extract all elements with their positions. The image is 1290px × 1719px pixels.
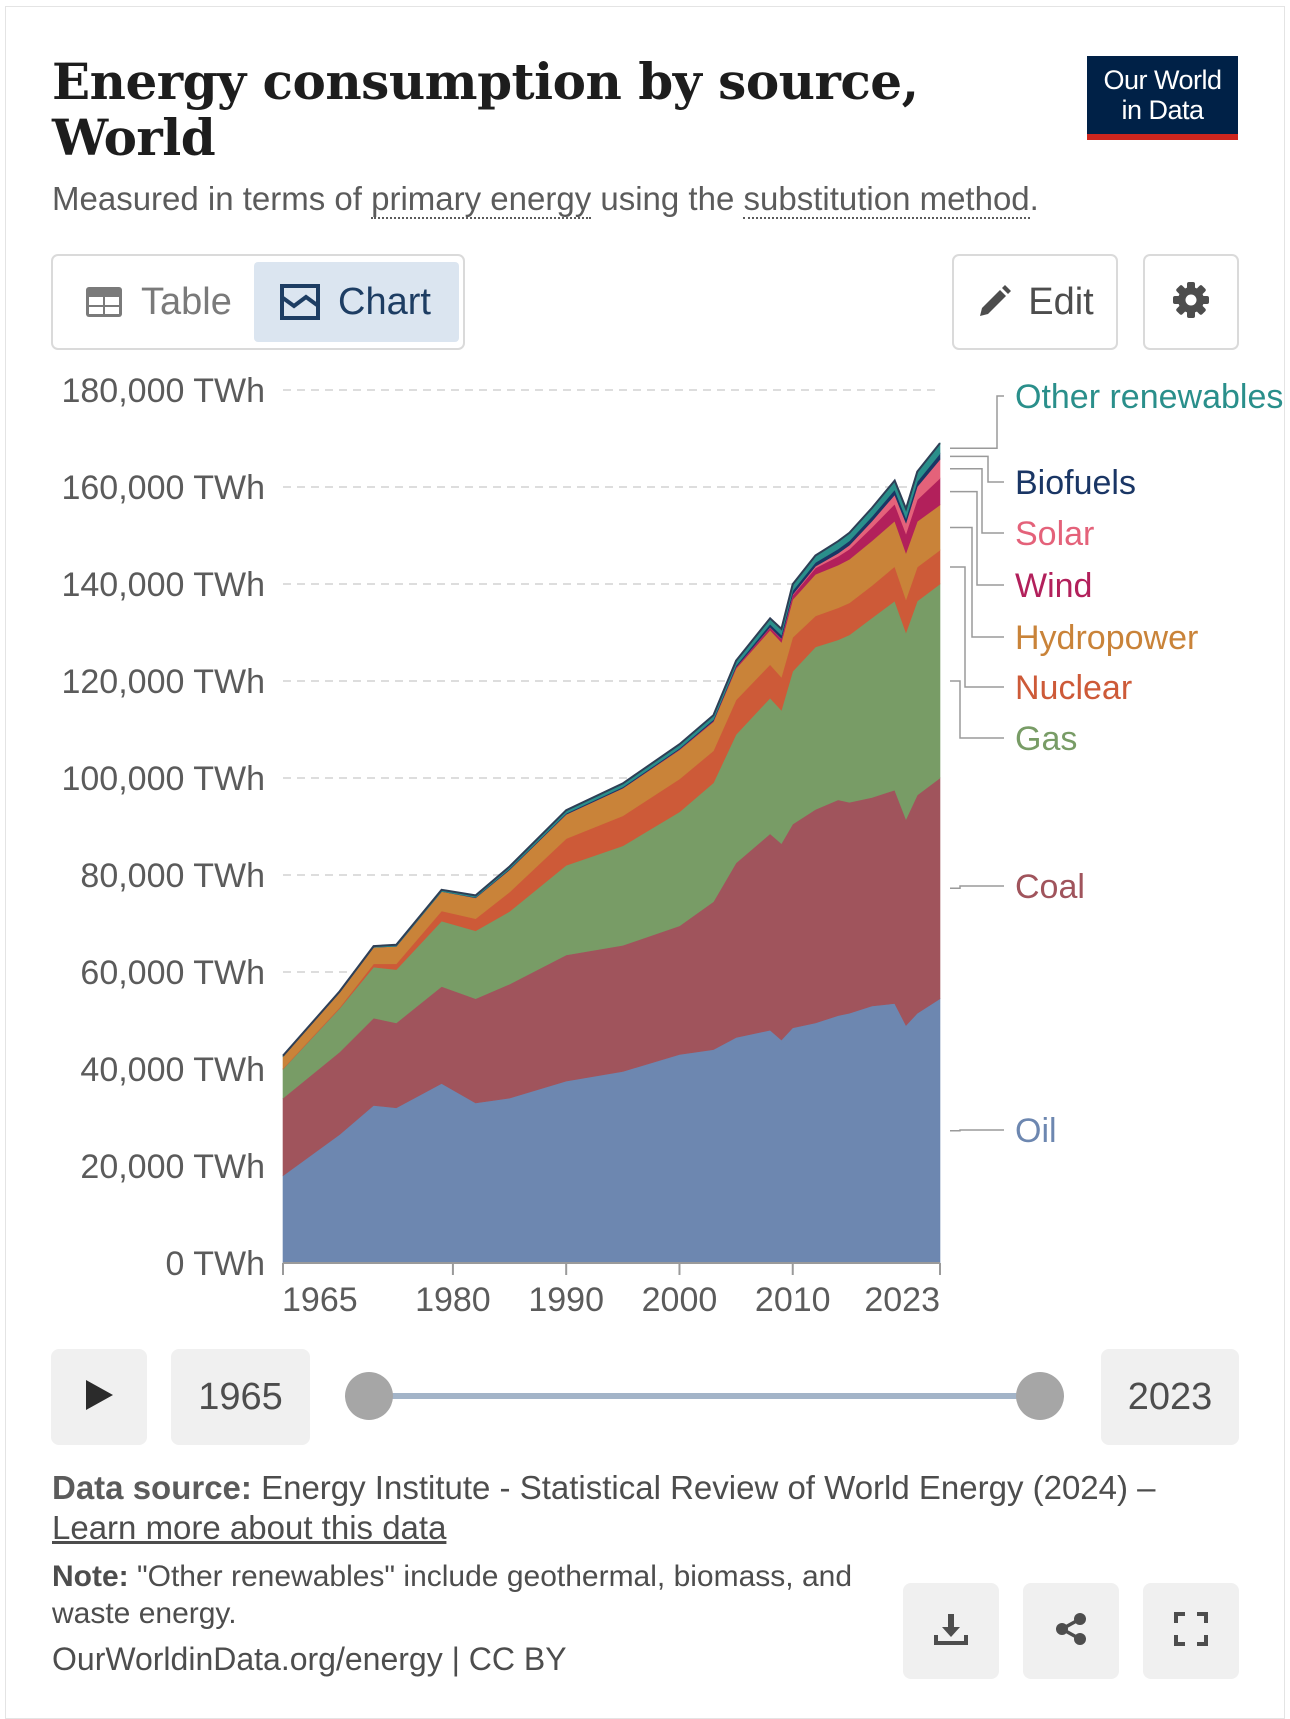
- legend-label-wind[interactable]: Wind: [1015, 567, 1092, 605]
- note-text: "Other renewables" include geothermal, b…: [52, 1560, 853, 1630]
- timeline-start-year[interactable]: 1965: [171, 1349, 310, 1445]
- subtitle: Measured in terms of primary energy usin…: [52, 180, 1039, 219]
- legend-connector: [950, 455, 1004, 483]
- tab-table-label: Table: [141, 280, 232, 323]
- y-tick-label: 60,000 TWh: [80, 954, 265, 992]
- note-label: Note:: [52, 1560, 129, 1593]
- legend-label-nuclear[interactable]: Nuclear: [1015, 669, 1132, 707]
- legend-connector: [950, 490, 1004, 586]
- page-title: Energy consumption by source, World: [52, 52, 919, 167]
- note: Note: "Other renewables" include geother…: [52, 1558, 882, 1632]
- settings-button[interactable]: [1143, 254, 1239, 350]
- source-label: Data source:: [52, 1469, 252, 1506]
- subtitle-text-mid: using the: [591, 180, 744, 217]
- logo-line-2: in Data: [1121, 95, 1204, 125]
- legend-connector: [950, 1129, 1004, 1132]
- x-tick-label: 1980: [415, 1281, 491, 1319]
- legend-connector: [950, 468, 1004, 534]
- chart-icon: [280, 284, 320, 320]
- substitution-method-link[interactable]: substitution method: [743, 180, 1030, 219]
- timeline-track[interactable]: [370, 1393, 1042, 1399]
- y-tick-label: 140,000 TWh: [61, 566, 265, 604]
- share-icon: [1053, 1611, 1089, 1652]
- edit-label: Edit: [1028, 280, 1094, 323]
- fullscreen-button[interactable]: [1143, 1583, 1239, 1679]
- subtitle-text-end: .: [1029, 180, 1039, 217]
- download-button[interactable]: [903, 1583, 999, 1679]
- legend-connector: [950, 566, 1004, 688]
- play-button[interactable]: [51, 1349, 147, 1445]
- view-tabs: Table Chart: [51, 254, 465, 350]
- tab-table[interactable]: Table: [59, 262, 249, 342]
- subtitle-text: Measured in terms of: [52, 180, 372, 217]
- tab-chart-label: Chart: [338, 280, 431, 323]
- legend-label-other-renewables[interactable]: Other renewables: [1015, 378, 1283, 416]
- y-tick-label: 0 TWh: [165, 1245, 265, 1283]
- legend-connector: [950, 680, 1004, 739]
- owid-logo[interactable]: Our World in Data: [1087, 56, 1238, 140]
- x-tick-label: 2010: [755, 1281, 831, 1319]
- timeline-start-handle[interactable]: [345, 1372, 393, 1420]
- share-button[interactable]: [1023, 1583, 1119, 1679]
- y-tick-label: 80,000 TWh: [80, 857, 265, 895]
- y-tick-label: 40,000 TWh: [80, 1051, 265, 1089]
- primary-energy-link[interactable]: primary energy: [371, 180, 592, 219]
- y-axis-labels: 0 TWh 20,000 TWh 40,000 TWh 60,000 TWh 80,00…: [61, 372, 265, 1283]
- x-tick-label: 1965: [282, 1281, 358, 1319]
- area-chart[interactable]: 0 TWh 20,000 TWh 40,000 TWh 60,000 TWh 80,00…: [0, 360, 1290, 1320]
- source-text: Energy Institute - Statistical Review of…: [251, 1469, 1156, 1506]
- timeline-end-year[interactable]: 2023: [1101, 1349, 1239, 1445]
- x-axis: 1965 1980 1990 2000 2010 2023: [282, 1262, 941, 1319]
- legend-connector: [950, 395, 1004, 450]
- tab-chart[interactable]: Chart: [254, 262, 459, 342]
- x-tick-label: 2023: [864, 1281, 940, 1319]
- y-tick-label: 160,000 TWh: [61, 469, 265, 507]
- legend-label-hydropower[interactable]: Hydropower: [1015, 619, 1198, 657]
- edit-button[interactable]: Edit: [952, 254, 1118, 350]
- play-icon: [83, 1378, 115, 1417]
- license-link[interactable]: OurWorldinData.org/energy | CC BY: [52, 1641, 567, 1677]
- fullscreen-icon: [1174, 1611, 1208, 1651]
- y-tick-label: 180,000 TWh: [61, 372, 265, 410]
- legend-connector: [950, 526, 1004, 638]
- y-tick-label: 20,000 TWh: [80, 1148, 265, 1186]
- y-tick-label: 100,000 TWh: [61, 760, 265, 798]
- legend-connector: [950, 885, 1004, 890]
- x-tick-label: 1990: [528, 1281, 604, 1319]
- legend: Other renewables Biofuels Solar Wind Hydropo…: [950, 378, 1283, 1150]
- logo-line-1: Our World: [1103, 65, 1222, 95]
- data-source: Data source: Energy Institute - Statisti…: [52, 1468, 1252, 1548]
- legend-label-oil[interactable]: Oil: [1015, 1112, 1057, 1150]
- legend-label-biofuels[interactable]: Biofuels: [1015, 464, 1136, 502]
- legend-label-solar[interactable]: Solar: [1015, 515, 1094, 553]
- learn-more-link[interactable]: Learn more about this data: [52, 1509, 447, 1546]
- y-tick-label: 120,000 TWh: [61, 663, 265, 701]
- download-icon: [933, 1611, 969, 1652]
- stacked-areas[interactable]: [282, 442, 941, 1264]
- timeline-end-handle[interactable]: [1016, 1372, 1064, 1420]
- legend-label-coal[interactable]: Coal: [1015, 868, 1085, 906]
- gear-icon: [1172, 281, 1210, 324]
- table-icon: [85, 286, 123, 318]
- x-tick-label: 2000: [642, 1281, 718, 1319]
- legend-label-gas[interactable]: Gas: [1015, 720, 1077, 758]
- pencil-icon: [976, 284, 1012, 320]
- total-outline: [282, 442, 941, 1057]
